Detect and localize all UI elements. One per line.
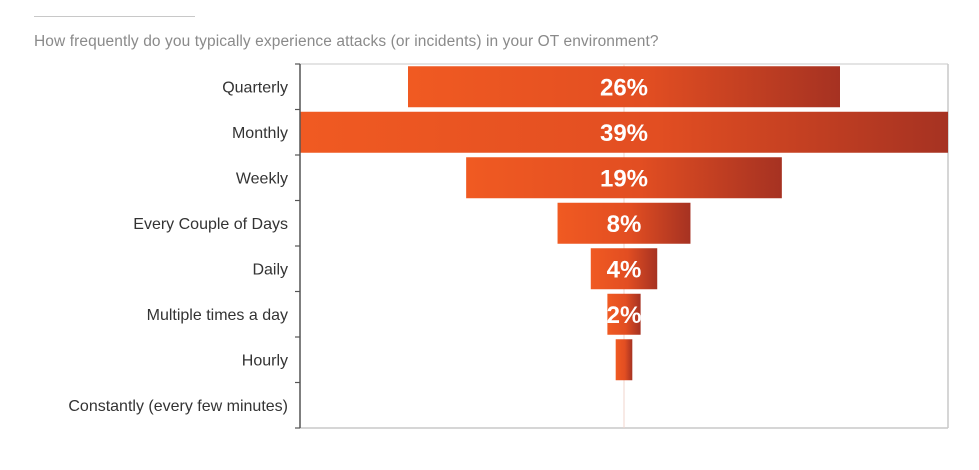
- category-label: Quarterly: [222, 79, 288, 96]
- y-axis-group: [295, 63, 301, 429]
- chart-question: How frequently do you typically experien…: [34, 33, 659, 50]
- top-divider: [34, 16, 195, 17]
- data-label: 8%: [607, 211, 642, 238]
- data-label: 26%: [600, 74, 648, 101]
- bar-weekly: [466, 157, 782, 199]
- category-label: Daily: [252, 261, 288, 278]
- category-label: Constantly (every few minutes): [68, 398, 288, 415]
- bar-quarterly: [408, 66, 840, 108]
- category-label: Every Couple of Days: [133, 216, 288, 233]
- category-label: Weekly: [236, 170, 288, 187]
- bar-hourly: [615, 339, 633, 381]
- category-label: Hourly: [242, 352, 288, 369]
- bar-every-couple-of-days: [557, 202, 691, 244]
- category-label: Multiple times a day: [147, 307, 288, 324]
- bar-multiple-times-a-day: [607, 293, 641, 335]
- data-label: 39%: [600, 120, 648, 147]
- category-labels-group: Quarterly Monthly Weekly Every Couple of Da…: [68, 79, 288, 415]
- bar-monthly: [300, 111, 948, 153]
- data-label: 19%: [600, 165, 648, 192]
- data-label: 2%: [607, 302, 642, 329]
- bars-group: 26% 39% 19% 8% 4% 2%: [300, 66, 948, 381]
- bar-daily: [590, 248, 658, 290]
- data-label: 4%: [607, 256, 642, 283]
- category-label: Monthly: [232, 125, 288, 142]
